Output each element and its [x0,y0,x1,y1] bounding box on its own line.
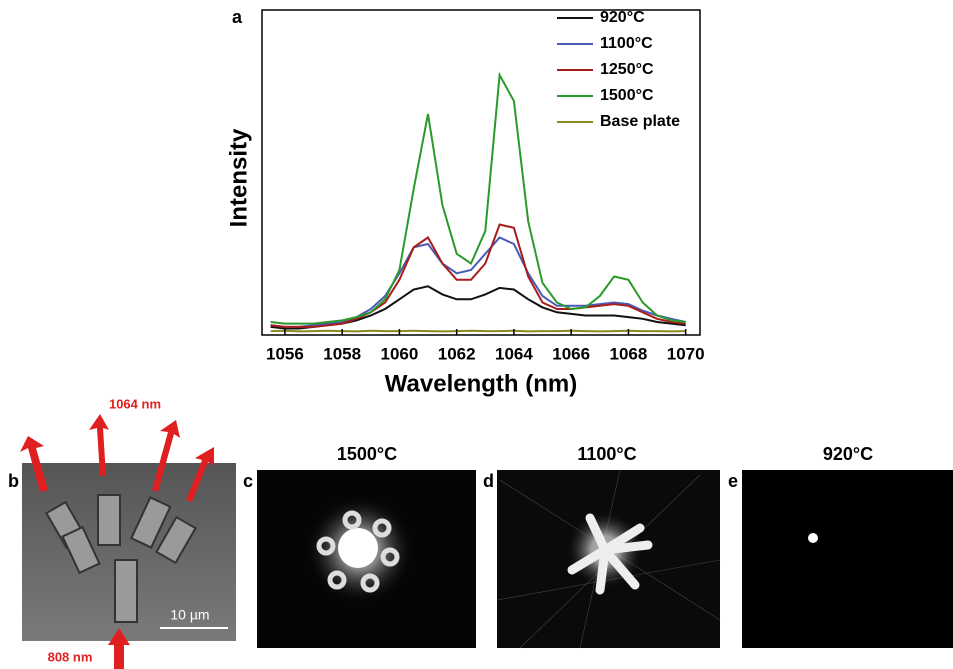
x-tick-label: 1070 [667,344,705,363]
x-tick-label: 1062 [438,344,476,363]
panel-label: e [728,471,738,491]
image [742,470,953,648]
panel-label: b [8,471,19,491]
legend-label: 1100°C [600,35,653,52]
legend-label: Base plate [600,113,680,130]
x-tick-label: 1066 [552,344,590,363]
panel-e: 920°C e [728,444,953,648]
series-line [270,223,686,328]
series-line [270,329,686,333]
scale-bar-label: 10 µm [170,607,209,623]
panel-title: 1500°C [337,444,397,464]
x-axis-label: Wavelength (nm) [385,370,577,397]
x-tick-label: 1056 [266,344,304,363]
legend-label: 920°C [600,9,645,26]
series-line [270,236,686,328]
arrow-label: 808 nm [48,649,93,664]
x-tick-label: 1058 [323,344,361,363]
series-line [270,71,686,325]
x-tick-label: 1068 [610,344,648,363]
plot-area [270,71,686,333]
x-tick-label: 1060 [380,344,418,363]
panel-label: a [232,7,243,27]
panel-b: 1064 nm 808 nm 10 µm b [8,396,236,669]
panel-label: c [243,471,253,491]
panel-title: 1100°C [577,444,636,464]
legend-label: 1500°C [600,87,654,104]
x-tick-label: 1064 [495,344,533,363]
plot-frame [261,9,701,336]
y-axis-label: Intensity [225,128,252,227]
legend-label: 1250°C [600,61,654,78]
panel-label: d [483,471,494,491]
panel-c: 1500°C c [243,444,476,648]
panel-title: 920°C [823,444,873,464]
panel-d: 1100°C d [483,444,721,649]
arrow-label: 1064 nm [109,396,161,411]
